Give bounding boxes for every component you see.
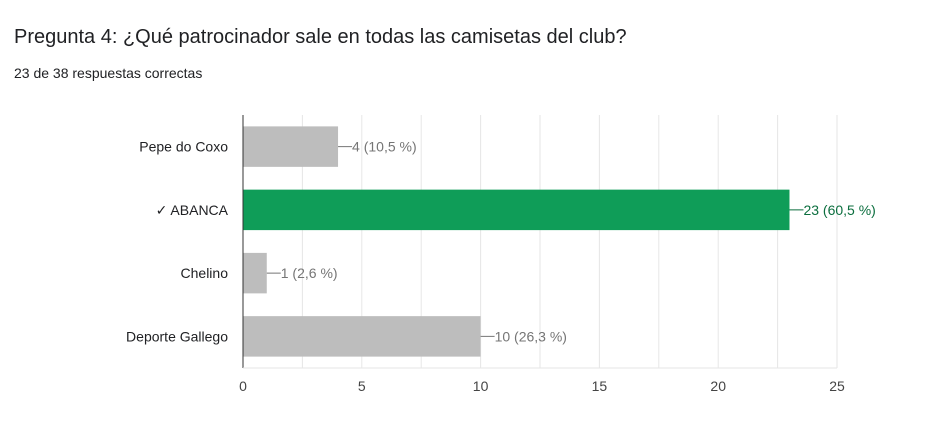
- bar: [243, 252, 267, 294]
- category-label: Chelino: [181, 265, 229, 281]
- bar: [243, 316, 481, 357]
- x-tick-label: 20: [710, 378, 726, 394]
- category-label: ✓ ABANCA: [156, 202, 229, 218]
- data-label: 10 (26,3 %): [495, 328, 567, 344]
- data-label: 23 (60,5 %): [803, 202, 875, 218]
- category-label: Pepe do Coxo: [139, 139, 228, 155]
- x-tick-label: 0: [239, 378, 247, 394]
- correct-answers-summary: 23 de 38 respuestas correctas: [14, 65, 203, 81]
- question-title: Pregunta 4: ¿Qué patrocinador sale en to…: [14, 26, 627, 48]
- data-label: 4 (10,5 %): [352, 139, 417, 155]
- x-tick-label: 15: [592, 378, 608, 394]
- category-label: Deporte Gallego: [126, 328, 228, 344]
- data-label: 1 (2,6 %): [281, 265, 338, 281]
- x-tick-label: 10: [473, 378, 489, 394]
- x-tick-label: 25: [829, 378, 845, 394]
- bar: [243, 126, 339, 167]
- x-tick-label: 5: [358, 378, 366, 394]
- bar: [243, 189, 790, 231]
